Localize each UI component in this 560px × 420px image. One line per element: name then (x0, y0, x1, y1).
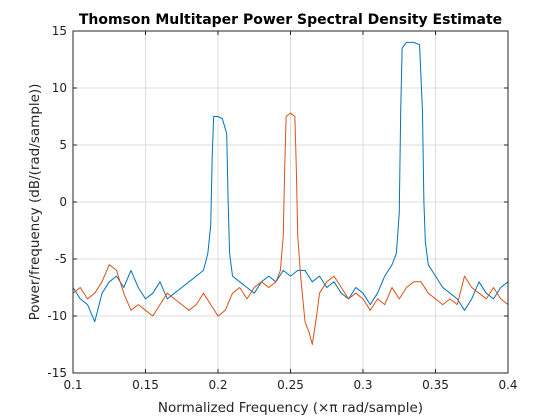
y-tick-label: 0 (59, 195, 67, 209)
y-tick-label: -15 (47, 366, 67, 380)
x-tick-label: 0.1 (63, 378, 82, 392)
y-tick-label: 5 (59, 138, 67, 152)
grid-lines (72, 30, 509, 374)
x-tick-label: 0.4 (498, 378, 517, 392)
series-line-1 (72, 41, 509, 323)
y-tick-label: 15 (52, 24, 67, 38)
x-tick-label: 0.2 (208, 378, 227, 392)
x-tick-labels: 0.1 0.15 0.2 0.25 0.3 0.35 0.4 (63, 378, 517, 392)
x-tick-label: 0.3 (353, 378, 372, 392)
y-axis-label: Power/frequency (dB/(rad/sample)) (27, 84, 43, 321)
y-tick-label: -5 (55, 252, 67, 266)
x-tick-label: 0.25 (277, 378, 304, 392)
y-tick-label: 10 (52, 81, 67, 95)
x-tick-label: 0.15 (132, 378, 159, 392)
x-axis-label: Normalized Frequency (×π rad/sample) (158, 400, 423, 416)
series-line-2 (72, 112, 509, 345)
y-tick-labels: -15 -10 -5 0 5 10 15 (47, 24, 67, 380)
chart-title: Thomson Multitaper Power Spectral Densit… (79, 12, 502, 28)
series-lines (72, 41, 509, 345)
y-tick-label: -10 (47, 309, 67, 323)
tick-marks (72, 30, 509, 374)
x-tick-label: 0.35 (422, 378, 449, 392)
